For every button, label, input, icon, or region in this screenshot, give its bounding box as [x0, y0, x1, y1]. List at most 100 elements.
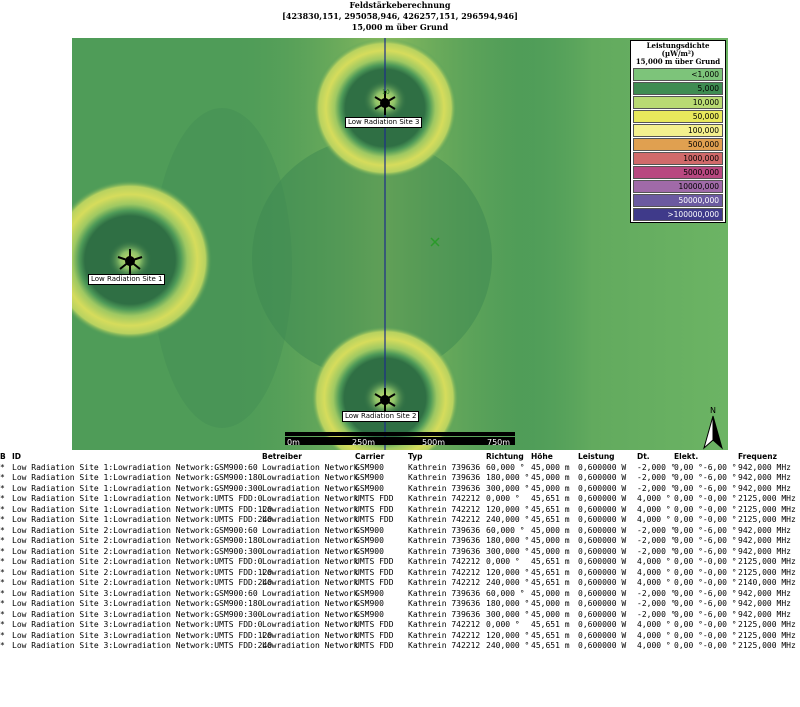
table-cell: GSM900: [355, 483, 384, 493]
legend-item: <1,000: [633, 68, 723, 81]
table-cell: 45,000 m: [531, 483, 570, 493]
table-cell: *: [0, 609, 5, 619]
table-cell: 4,000 °: [637, 578, 671, 587]
table-cell: UMTS FDD: [355, 504, 394, 514]
table-cell: *: [0, 494, 5, 503]
table-cell: 0,600000 W: [578, 536, 627, 545]
north-arrow: N: [700, 404, 730, 450]
table-cell: 0,600000 W: [578, 546, 627, 556]
legend-title-unit: (µW/m²): [661, 49, 695, 58]
table-cell: Low Radiation Site 1:Lowradiation Networ…: [12, 515, 273, 524]
table-cell: 0,600000 W: [578, 578, 627, 587]
table-cell: GSM900: [355, 588, 384, 598]
table-cell: GSM900: [355, 609, 384, 619]
table-cell: 0,00 °-0,00 °: [674, 557, 737, 566]
small-marker-label: 10: [382, 89, 390, 96]
table-cell: 0,600000 W: [578, 462, 627, 472]
site1-antenna-icon[interactable]: [117, 249, 143, 275]
table-cell: 45,000 m: [531, 588, 570, 598]
table-cell: -2,000 °: [637, 483, 676, 493]
table-cell: 4,000 °: [637, 494, 671, 503]
table-cell: 0,600000 W: [578, 494, 627, 503]
probe-x-marker-icon[interactable]: [430, 237, 440, 247]
table-cell: 0,600000 W: [578, 515, 627, 524]
table-cell: 45,000 m: [531, 462, 570, 472]
table-cell: 2125,000 MHz: [738, 504, 796, 514]
table-row[interactable]: * Low Radiation Site 1:Lowradiation Netwo…: [0, 463, 800, 474]
site3-antenna-icon[interactable]: [374, 91, 396, 115]
table-cell: 0,600000 W: [578, 630, 627, 640]
table-cell: 0,000 °: [486, 620, 520, 629]
table-cell: 0,600000 W: [578, 620, 627, 629]
table-cell: 942,000 MHz: [738, 536, 791, 545]
table-cell: Low Radiation Site 1:Lowradiation Networ…: [12, 504, 273, 514]
table-cell: Lowradiation Network: [262, 599, 359, 608]
table-row[interactable]: * Low Radiation Site 2:Lowradiation Netwo…: [0, 526, 800, 537]
table-row[interactable]: * Low Radiation Site 1:Lowradiation Netwo…: [0, 473, 800, 484]
table-cell: GSM900: [355, 525, 384, 535]
table-cell: *: [0, 504, 5, 514]
north-arrow-icon: N: [703, 406, 723, 450]
scale-label-0: 0m: [287, 438, 300, 447]
table-cell: *: [0, 483, 5, 493]
table-row[interactable]: * Low Radiation Site 1:Lowradiation Netwo…: [0, 494, 800, 505]
table-row[interactable]: * Low Radiation Site 3:Lowradiation Netwo…: [0, 641, 800, 652]
table-cell: 45,000 m: [531, 536, 570, 545]
scale-bar-line: [285, 432, 515, 436]
table-cell: 120,000 °: [486, 567, 530, 577]
table-cell: 0,00 °-6,00 °: [674, 588, 737, 598]
site2-antenna-icon[interactable]: [374, 388, 396, 412]
table-cell: -2,000 °: [637, 609, 676, 619]
table-row[interactable]: * Low Radiation Site 2:Lowradiation Netwo…: [0, 568, 800, 579]
table-row[interactable]: * Low Radiation Site 3:Lowradiation Netwo…: [0, 610, 800, 621]
table-cell: 2125,000 MHz: [738, 641, 796, 650]
table-cell: 0,600000 W: [578, 588, 627, 598]
table-row[interactable]: * Low Radiation Site 2:Lowradiation Netwo…: [0, 547, 800, 558]
table-row[interactable]: * Low Radiation Site 3:Lowradiation Netwo…: [0, 589, 800, 600]
table-cell: 45,651 m: [531, 557, 570, 566]
table-cell: Low Radiation Site 2:Lowradiation Networ…: [12, 557, 263, 566]
table-cell: -2,000 °: [637, 588, 676, 598]
scale-label-500: 500m: [422, 438, 445, 447]
table-cell: Lowradiation Network: [262, 620, 359, 629]
table-cell: 45,651 m: [531, 567, 570, 577]
bbox-coordinates: [423830,151, 295058,946, 426257,151, 296…: [282, 11, 518, 21]
table-cell: 240,000 °: [486, 578, 530, 587]
table-cell: -2,000 °: [637, 473, 676, 482]
table-row[interactable]: * Low Radiation Site 2:Lowradiation Netwo…: [0, 578, 800, 589]
table-cell: 0,00 °-6,00 °: [674, 525, 737, 535]
table-header-cell: Elekt.: [674, 452, 699, 461]
table-cell: Low Radiation Site 2:Lowradiation Networ…: [12, 525, 258, 535]
table-cell: *: [0, 578, 5, 587]
table-cell: 45,651 m: [531, 620, 570, 629]
table-cell: 0,00 °-6,00 °: [674, 462, 737, 472]
table-cell: 2140,000 MHz: [738, 578, 796, 587]
table-cell: Low Radiation Site 3:Lowradiation Networ…: [12, 630, 273, 640]
table-row[interactable]: * Low Radiation Site 3:Lowradiation Netwo…: [0, 599, 800, 610]
table-cell: 0,00 °-0,00 °: [674, 578, 737, 587]
legend-item: 1000,000: [633, 152, 723, 165]
table-cell: 45,651 m: [531, 515, 570, 524]
table-cell: 942,000 MHz: [738, 588, 791, 598]
table-cell: *: [0, 473, 5, 482]
table-cell: 0,600000 W: [578, 483, 627, 493]
table-cell: 300,000 °: [486, 483, 530, 493]
table-row[interactable]: * Low Radiation Site 1:Lowradiation Netwo…: [0, 505, 800, 516]
table-row[interactable]: * Low Radiation Site 3:Lowradiation Netwo…: [0, 620, 800, 631]
site-label-1[interactable]: Low Radiation Site 1: [88, 274, 166, 285]
table-cell: 45,000 m: [531, 525, 570, 535]
table-row[interactable]: * Low Radiation Site 2:Lowradiation Netwo…: [0, 557, 800, 568]
table-cell: 60,000 °: [486, 462, 525, 472]
table-header-cell: Dt.: [637, 452, 650, 461]
table-row[interactable]: * Low Radiation Site 1:Lowradiation Netwo…: [0, 515, 800, 526]
table-cell: -2,000 °: [637, 599, 676, 608]
legend-title: Leistungsdichte (µW/m²) 15,000 m über Gr…: [631, 41, 725, 68]
site-label-3[interactable]: Low Radiation Site 3: [345, 117, 423, 128]
legend-item: 5000,000: [633, 166, 723, 179]
table-cell: GSM900: [355, 536, 384, 545]
table-cell: *: [0, 462, 5, 472]
site-label-2[interactable]: Low Radiation Site 2: [342, 411, 420, 422]
table-row[interactable]: * Low Radiation Site 1:Lowradiation Netwo…: [0, 484, 800, 495]
table-row[interactable]: * Low Radiation Site 2:Lowradiation Netwo…: [0, 536, 800, 547]
table-row[interactable]: * Low Radiation Site 3:Lowradiation Netwo…: [0, 631, 800, 642]
